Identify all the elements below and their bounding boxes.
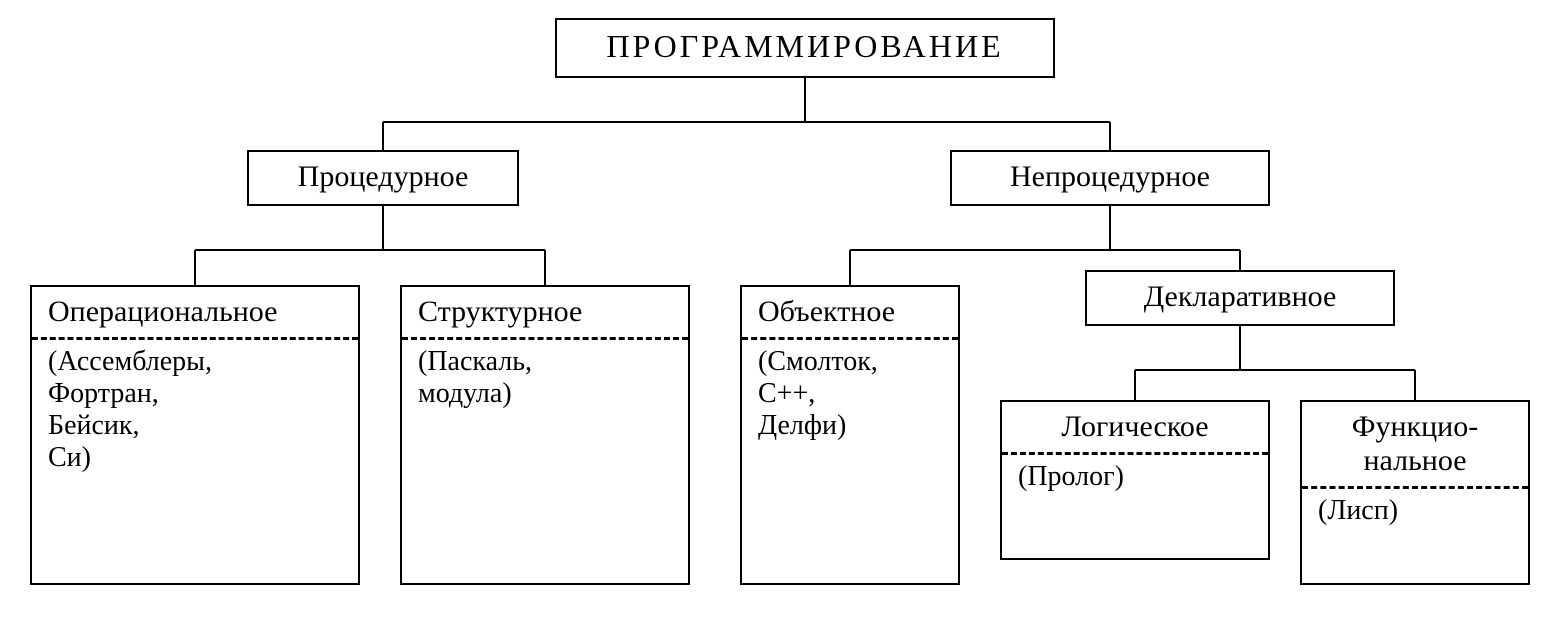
node-operational-detail: (Ассемблеры, Фортран, Бейсик, Си): [32, 337, 358, 480]
node-root: ПРОГРАММИРОВАНИЕ: [555, 18, 1055, 78]
node-object-detail: (Смолток, С++, Делфи): [742, 337, 958, 448]
node-nonprocedural: Непроцедурное: [950, 150, 1270, 206]
node-operational-label: Операциональное: [32, 287, 358, 337]
node-structural: Структурное (Паскаль, модула): [400, 285, 690, 585]
node-logical-detail: (Пролог): [1002, 452, 1268, 499]
node-functional-detail: (Лисп): [1302, 486, 1528, 533]
node-nonprocedural-label: Непроцедурное: [952, 152, 1268, 202]
node-procedural: Процедурное: [247, 150, 519, 206]
node-declarative-label: Декларативное: [1087, 272, 1393, 322]
node-structural-detail: (Паскаль, модула): [402, 337, 688, 416]
node-operational: Операциональное (Ассемблеры, Фортран, Бе…: [30, 285, 360, 585]
node-object-label: Объектное: [742, 287, 958, 337]
node-logical-label: Логическое: [1002, 402, 1268, 452]
node-root-label: ПРОГРАММИРОВАНИЕ: [557, 20, 1053, 73]
node-logical: Логическое (Пролог): [1000, 400, 1270, 560]
node-procedural-label: Процедурное: [249, 152, 517, 202]
node-functional: Функцио- нальное (Лисп): [1300, 400, 1530, 585]
node-declarative: Декларативное: [1085, 270, 1395, 326]
node-structural-label: Структурное: [402, 287, 688, 337]
node-functional-label: Функцио- нальное: [1302, 402, 1528, 486]
node-object: Объектное (Смолток, С++, Делфи): [740, 285, 960, 585]
